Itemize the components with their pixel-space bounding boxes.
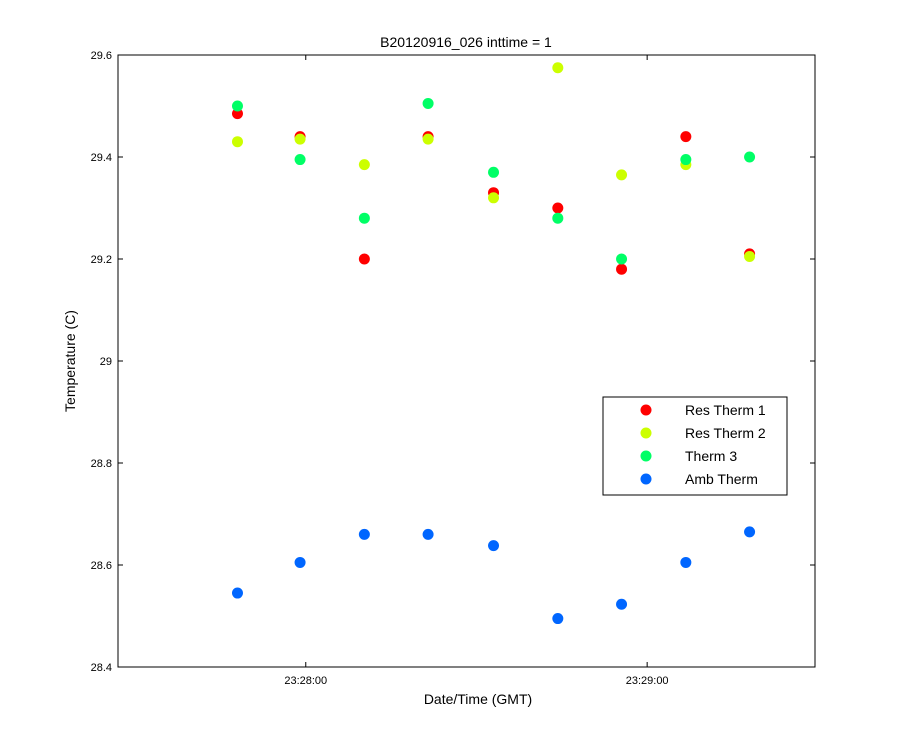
y-tick-label: 28.8	[91, 458, 112, 470]
point-amb-therm-0	[231, 587, 243, 599]
point-therm-3-2	[358, 212, 370, 224]
legend-marker-res-therm-2	[640, 427, 652, 439]
y-tick-label: 29.6	[91, 50, 112, 62]
point-res-therm-1-2	[358, 253, 370, 265]
point-res-therm-1-6	[616, 263, 628, 275]
y-tick-label: 28.4	[91, 662, 112, 674]
point-therm-3-4	[488, 166, 500, 178]
x-tick-label: 23:28:00	[284, 675, 327, 687]
x-tick-label: 23:29:00	[626, 675, 669, 687]
legend: Res Therm 1 Res Therm 2 Therm 3 Amb Therm	[602, 396, 788, 496]
point-therm-3-6	[616, 253, 628, 265]
point-therm-3-3	[422, 97, 434, 109]
legend-label-res-therm-2: Res Therm 2	[685, 425, 766, 441]
chart-title: B20120916_026 inttime = 1	[380, 34, 552, 50]
legend-marker-amb-therm	[640, 473, 652, 485]
legend-label-therm-3: Therm 3	[685, 448, 737, 464]
legend-marker-res-therm-1	[640, 404, 652, 416]
point-therm-3-1	[294, 154, 306, 166]
x-axis-label: Date/Time (GMT)	[424, 691, 532, 707]
point-amb-therm-5	[552, 613, 564, 625]
point-res-therm-1-5	[552, 202, 564, 214]
point-res-therm-2-1	[294, 133, 306, 145]
point-res-therm-2-5	[552, 62, 564, 74]
point-amb-therm-1	[294, 556, 306, 568]
point-res-therm-2-4	[488, 192, 500, 204]
point-res-therm-2-2	[358, 159, 370, 171]
point-res-therm-1-7	[680, 131, 692, 143]
point-amb-therm-2	[358, 528, 370, 540]
point-res-therm-2-3	[422, 133, 434, 145]
legend-box	[602, 396, 788, 496]
legend-marker-therm-3	[640, 450, 652, 462]
y-axis-label: Temperature (C)	[62, 310, 78, 412]
point-therm-3-7	[680, 154, 692, 166]
data-points	[231, 62, 756, 625]
point-res-therm-2-0	[231, 136, 243, 148]
point-amb-therm-4	[488, 540, 500, 552]
axis-ticks: 28.4 28.6 28.8 29 29.2 29.4 29.6 23:28:00 23:29:…	[91, 50, 815, 687]
point-amb-therm-8	[744, 526, 756, 538]
y-tick-label: 29	[100, 356, 112, 368]
point-amb-therm-3	[422, 528, 434, 540]
point-therm-3-8	[744, 151, 756, 163]
y-tick-label: 29.2	[91, 254, 112, 266]
point-amb-therm-6	[616, 598, 628, 610]
plot-area	[117, 54, 816, 668]
y-tick-label: 28.6	[91, 560, 112, 572]
point-therm-3-0	[231, 100, 243, 112]
point-therm-3-5	[552, 212, 564, 224]
point-res-therm-2-8	[744, 250, 756, 262]
point-res-therm-1-0	[231, 108, 243, 120]
legend-label-res-therm-1: Res Therm 1	[685, 402, 766, 418]
point-res-therm-2-6	[616, 169, 628, 181]
legend-label-amb-therm: Amb Therm	[685, 471, 758, 487]
point-amb-therm-7	[680, 556, 692, 568]
y-tick-label: 29.4	[91, 152, 112, 164]
